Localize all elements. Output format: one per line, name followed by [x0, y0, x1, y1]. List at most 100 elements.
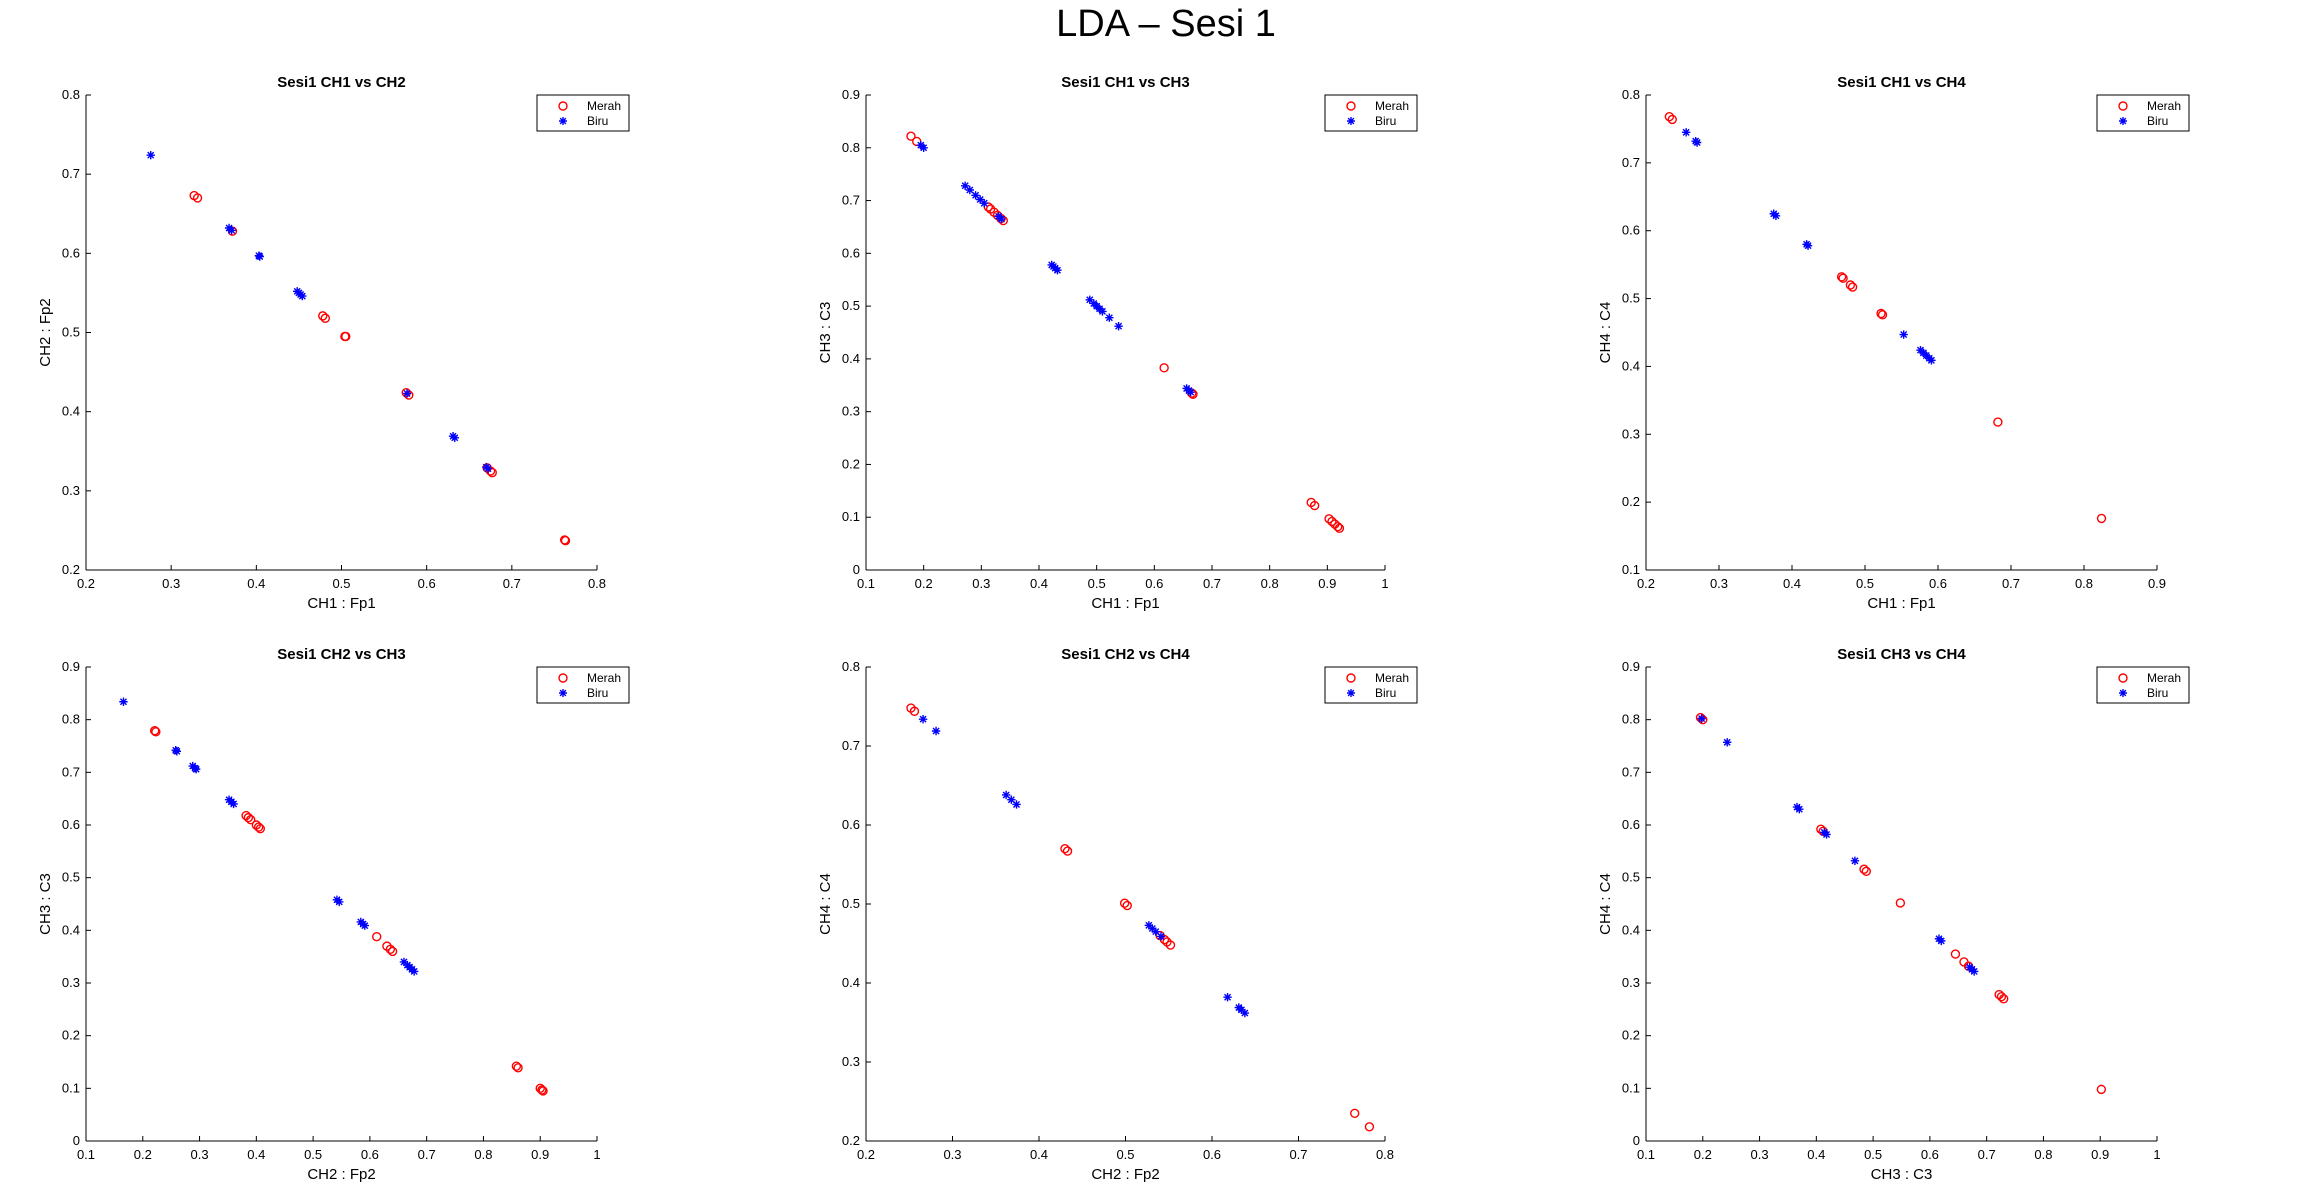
y-tick-label: 0.9	[1622, 659, 1640, 674]
x-tick-label: 0.7	[1978, 1147, 1996, 1162]
x-tick-label: 0.3	[1751, 1147, 1769, 1162]
point-biru	[298, 291, 307, 301]
point-biru	[971, 191, 980, 200]
point-merah	[151, 727, 161, 737]
x-tick-label: 0.5	[1856, 576, 1874, 591]
point-biru	[1148, 924, 1157, 933]
point-merah	[2096, 1084, 2107, 1095]
y-tick-label: 0.8	[842, 659, 860, 674]
y-tick-label: 0.7	[62, 166, 80, 181]
point-merah	[372, 931, 382, 942]
series-merah	[1695, 712, 2107, 1095]
legend-biru-marker	[2119, 117, 2127, 125]
legend-box	[2096, 666, 2190, 704]
scatter-panel-6: 0.1 0.2 0.3 0.4 0.5 0.6 0.7 0.8 0.9 100.10.20.30.…	[1597, 646, 2190, 1183]
legend-merah-marker	[1346, 101, 1356, 111]
point-merah	[1119, 898, 1130, 908]
x-tick-label: 1	[2153, 1147, 2160, 1162]
y-tick-label: 0.7	[842, 193, 860, 208]
x-tick-label: 0.1	[77, 1147, 95, 1162]
y-tick-label: 0.7	[1622, 764, 1640, 779]
point-biru	[1012, 800, 1021, 809]
point-merah	[906, 131, 916, 141]
point-merah	[909, 706, 920, 716]
y-tick-label: 0.6	[1622, 223, 1640, 238]
point-merah	[1159, 363, 1169, 373]
series-biru	[1697, 714, 1979, 976]
point-biru	[399, 957, 409, 967]
point-merah	[253, 822, 264, 832]
x-tick-label: 0.6	[361, 1147, 379, 1162]
point-merah	[1895, 898, 1906, 908]
legend-biru-label: Biru	[587, 114, 608, 128]
x-tick-label: 0.3	[972, 576, 990, 591]
x-tick-label: 0.9	[2148, 576, 2166, 591]
y-tick-label: 0.3	[1622, 975, 1640, 990]
legend-biru-label: Biru	[2147, 114, 2168, 128]
point-merah	[245, 815, 256, 825]
point-biru	[1237, 1005, 1246, 1015]
y-tick-label: 0.8	[842, 140, 860, 155]
y-tick-label: 0.2	[842, 1133, 860, 1148]
y-axis-label: CH3 : C3	[37, 873, 54, 935]
series-merah	[1664, 112, 2107, 524]
legend-box	[1324, 94, 1418, 132]
x-tick-label: 0.4	[1030, 1147, 1048, 1162]
legend-biru-marker	[2119, 689, 2127, 697]
y-tick-label: 0.6	[1622, 817, 1640, 832]
point-biru	[483, 464, 493, 473]
point-merah	[320, 313, 331, 323]
point-biru	[172, 747, 182, 756]
x-tick-label: 1	[1381, 576, 1388, 591]
point-biru	[1240, 1008, 1250, 1018]
x-tick-label: 0.4	[1807, 1147, 1825, 1162]
figure-title: LDA – Sesi 1	[1056, 3, 1276, 45]
x-tick-label: 0.7	[1289, 1147, 1307, 1162]
point-merah	[1327, 516, 1337, 527]
point-merah	[513, 1063, 523, 1073]
point-merah	[560, 536, 571, 546]
x-tick-label: 0.4	[247, 1147, 265, 1162]
y-tick-label: 0.4	[842, 975, 860, 990]
point-biru	[931, 726, 941, 736]
legend-merah-marker	[1346, 673, 1356, 683]
x-tick-label: 0.5	[1864, 1147, 1882, 1162]
point-biru	[1098, 307, 1107, 316]
y-tick-label: 0.5	[1622, 291, 1640, 306]
point-biru	[1899, 330, 1908, 339]
legend-merah-marker	[558, 673, 568, 683]
y-tick-label: 0.9	[842, 87, 860, 102]
point-merah	[1845, 280, 1856, 290]
point-biru	[1803, 241, 1813, 250]
panel-title: Sesi1 CH1 vs CH4	[1837, 74, 1966, 91]
point-merah	[1364, 1122, 1375, 1132]
panel-title: Sesi1 CH1 vs CH3	[1061, 74, 1189, 91]
y-tick-label: 0.7	[62, 764, 80, 779]
legend-merah-marker	[2118, 673, 2128, 683]
point-biru	[1822, 830, 1831, 839]
point-biru	[1085, 295, 1094, 304]
point-merah	[1998, 994, 2009, 1004]
x-tick-label: 0.2	[1637, 576, 1655, 591]
point-biru	[1692, 138, 1702, 147]
point-merah	[538, 1086, 548, 1096]
y-tick-label: 0.3	[62, 483, 80, 498]
legend-box	[536, 94, 630, 132]
panel-title: Sesi1 CH3 vs CH4	[1837, 646, 1966, 663]
point-biru	[975, 195, 985, 204]
point-biru	[450, 433, 459, 442]
x-tick-label: 0.2	[1694, 1147, 1712, 1162]
legend-biru-label: Biru	[1375, 686, 1396, 700]
point-merah	[559, 535, 570, 545]
point-merah	[1876, 308, 1886, 319]
point-biru	[997, 214, 1006, 224]
y-tick-label: 0.8	[62, 712, 80, 727]
point-biru	[255, 252, 264, 261]
y-axis-label: CH4 : C4	[1597, 302, 1614, 364]
point-biru	[1697, 714, 1706, 723]
scatter-panel-2: 0.1 0.2 0.3 0.4 0.5 0.6 0.7 0.8 0.9 100.10.20.30.…	[817, 74, 1418, 612]
